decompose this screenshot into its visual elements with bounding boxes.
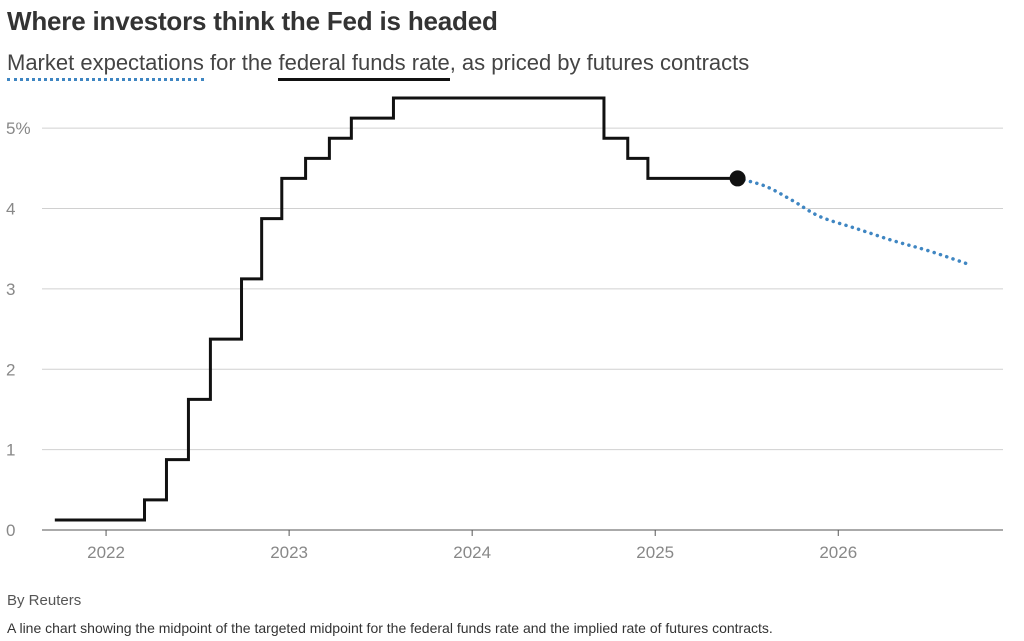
series-federal-funds-rate [54,96,738,522]
x-tick-label: 2024 [453,543,491,562]
x-tick-label: 2025 [636,543,674,562]
series-market-expectations [735,176,972,267]
line-chart: 0 1 2 3 4 5% 2022 2023 2024 2025 2026 [6,96,1003,562]
y-tick-label: 3 [6,280,15,299]
legend-federal-funds-rate: federal funds rate [278,50,450,81]
y-tick-label: 1 [6,441,15,460]
y-tick-label: 0 [6,521,15,540]
current-rate-marker [729,170,746,187]
credit: By Reuters [7,592,82,609]
x-tick-label: 2026 [819,543,857,562]
subtitle-text-end: , as priced by futures contracts [449,50,750,75]
x-tick-label: 2022 [87,543,125,562]
x-tick-label: 2023 [270,543,308,562]
y-tick-label: 2 [6,360,15,379]
legend-market-expectations: Market expectations [7,50,204,81]
subtitle-text-middle: for the [203,50,279,75]
chart-description: A line chart showing the midpoint of the… [7,620,773,636]
chart-subtitle: Market expectations for the federal fund… [7,50,750,81]
y-tick-label: 4 [6,200,15,219]
chart-title: Where investors think the Fed is headed [7,6,498,36]
y-tick-label: 5% [6,119,31,138]
